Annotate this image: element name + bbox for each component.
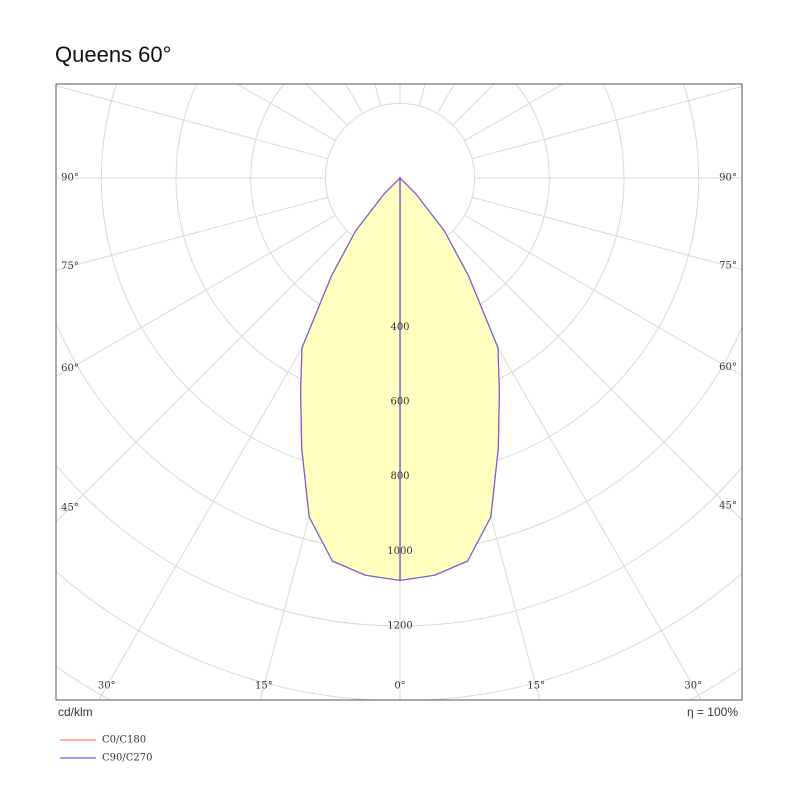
radial-grid-line: [436, 84, 455, 114]
unit-label: cd/klm: [58, 705, 93, 719]
angle-tick-label: 45°: [719, 501, 737, 512]
radial-grid-line: [56, 85, 329, 160]
legend-label: C0/C180: [102, 735, 146, 746]
r-tick-label: 1200: [387, 621, 412, 632]
radial-grid-line: [418, 84, 426, 107]
angle-tick-label: 30°: [684, 681, 702, 692]
radial-grid-line: [464, 84, 564, 142]
radial-grid-line: [56, 214, 336, 378]
angle-tick-label: 60°: [61, 363, 79, 374]
angle-tick-label: 15°: [527, 681, 545, 692]
radial-grid-line: [56, 196, 329, 271]
r-tick-label: 1000: [387, 546, 412, 557]
radial-grid-line: [452, 84, 495, 126]
angle-tick-label: 90°: [61, 173, 79, 184]
radial-grid-line: [56, 230, 348, 523]
radial-grid-line: [471, 196, 742, 271]
legend-label: C90/C270: [102, 753, 152, 764]
radial-grid-line: [471, 85, 742, 160]
r-tick-label: 400: [390, 322, 409, 333]
angle-tick-label: 60°: [719, 362, 737, 373]
legend: C0/C180 C90/C270: [60, 735, 152, 764]
radial-grid-line: [374, 84, 382, 107]
plot-frame: [55, 83, 743, 701]
intensity-curve: [299, 176, 401, 582]
radial-grid-line: [305, 84, 348, 126]
efficiency-label: η = 100%: [687, 705, 738, 719]
r-tick-label: 600: [390, 397, 409, 408]
angle-tick-label: 90°: [719, 173, 737, 184]
angle-tick-label: 45°: [61, 503, 79, 514]
radial-grid-line: [452, 230, 742, 521]
angle-tick-label: 75°: [719, 260, 737, 271]
ring-grid-line: [56, 464, 742, 627]
intensity-curve: [299, 176, 401, 582]
intensity-curve: [399, 176, 501, 582]
angle-tick-label: 30°: [98, 681, 116, 692]
r-tick-label: 800: [390, 471, 409, 482]
angle-tick-label: 0°: [394, 681, 405, 692]
radial-grid-line: [464, 214, 742, 377]
chart-title: Queens 60°: [55, 42, 171, 67]
radial-grid-line: [236, 84, 336, 142]
intensity-curve: [399, 176, 501, 582]
angle-tick-label: 15°: [255, 681, 273, 692]
angle-tick-label: 75°: [61, 261, 79, 272]
